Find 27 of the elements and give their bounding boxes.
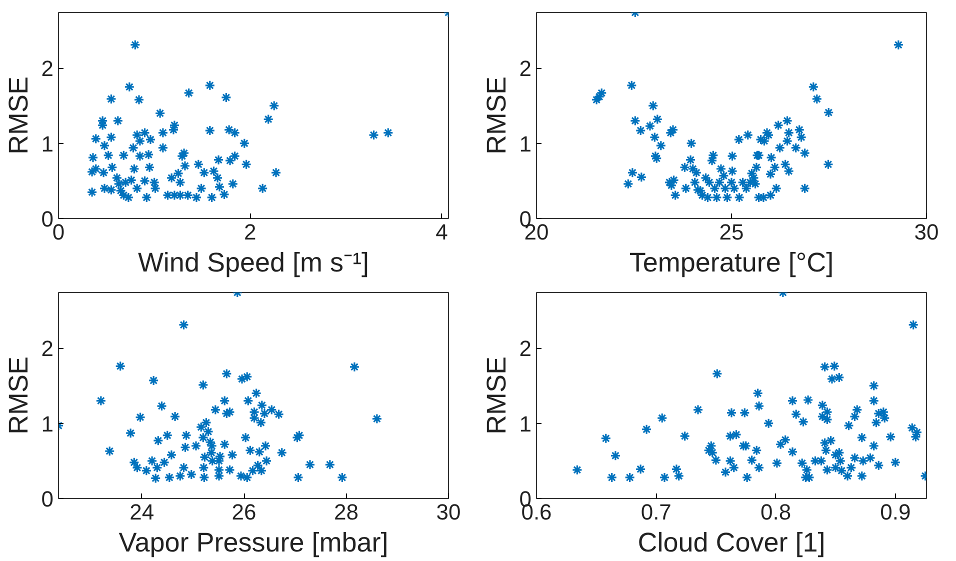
x-tick-label: 26 [232, 500, 256, 524]
x-tick-label: 25 [719, 220, 744, 244]
x-tick-label: 2 [244, 220, 256, 244]
y-tick-label: 1 [41, 131, 54, 156]
x-tick-label: 0.9 [880, 500, 911, 524]
y-tick-label: 2 [519, 336, 532, 362]
y-tick-label: 2 [41, 336, 54, 362]
y-tick-label: 2 [41, 56, 54, 82]
x-axis-title: Cloud Cover [1] [638, 528, 826, 558]
y-axis-title: RMSE [3, 76, 34, 155]
x-tick-label: 28 [334, 500, 359, 524]
y-axis-title: RMSE [3, 356, 34, 435]
x-tick-label: 0.8 [760, 500, 792, 524]
x-tick-label: 30 [436, 500, 461, 524]
y-axis-title: RMSE [481, 76, 512, 155]
x-tick-label: 24 [130, 500, 154, 524]
x-axis-title: Vapor Pressure [mbar] [118, 528, 388, 558]
y-tick-label: 1 [519, 131, 532, 156]
x-tick-label: 4 [436, 220, 448, 244]
y-tick-label: 1 [519, 411, 532, 436]
x-tick-label: 30 [914, 220, 939, 244]
x-axis-title: Temperature [°C] [629, 248, 834, 278]
y-axis-title: RMSE [481, 356, 512, 435]
x-tick-label: 0.7 [640, 500, 672, 524]
y-tick-label: 1 [41, 411, 54, 436]
x-axis-title: Wind Speed [m s⁻¹] [138, 248, 370, 278]
y-tick-label: 2 [519, 56, 532, 82]
